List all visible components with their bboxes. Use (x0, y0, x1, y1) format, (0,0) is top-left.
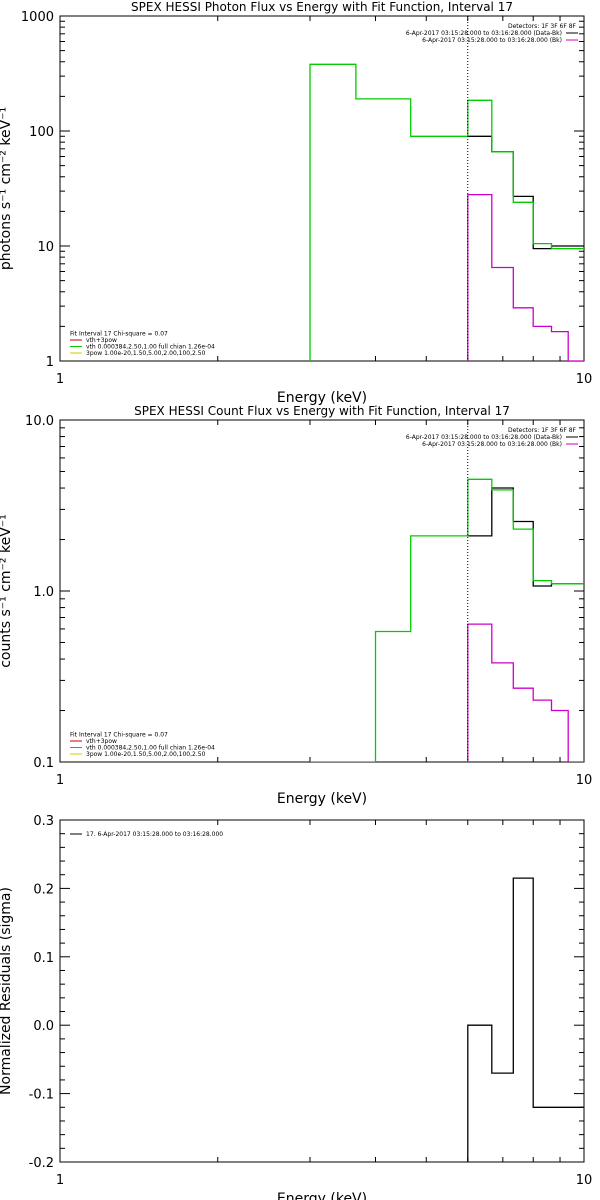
legend-header: Detectors: 1F 3F 6F 8F (508, 23, 577, 30)
plot-area (467, 877, 584, 1162)
chart-panel-3: 1 10 -0.2 -0.1 0.0 0.1 0.2 0.3 Energy (keV) Norma… (0, 814, 592, 1200)
x-tick-label: 1 (56, 1173, 64, 1188)
x-tick-label: 1 (56, 773, 64, 788)
y-axis-label: photons s⁻¹ cm⁻² keV⁻¹ (0, 107, 14, 270)
plot-frame (59, 419, 585, 763)
series-line-1 (467, 135, 584, 250)
y-tick-label: 0.0 (33, 1019, 54, 1034)
fit-legend-label: vth+3pow (86, 337, 117, 344)
y-tick-label: 100 (29, 125, 54, 140)
legend-header: Detectors: 1F 3F 6F 8F (508, 427, 577, 434)
y-tick-label: 1.0 (33, 585, 54, 600)
series-line-2 (467, 623, 584, 762)
series-line-2 (467, 193, 584, 361)
series-line-1 (467, 877, 584, 1162)
fit-legend-header: Fit Interval 17 Chi-square = 0.07 (70, 331, 168, 338)
series-line-1 (467, 487, 584, 587)
y-tick-label: -0.2 (29, 1156, 54, 1171)
fit-legend-label: 17. 6-Apr-2017 03:15:28.000 to 03:16:28.… (86, 831, 223, 838)
y-tick-label: 10 (37, 240, 54, 255)
y-tick-label: 0.1 (33, 951, 54, 966)
plot-frame (59, 819, 585, 1163)
x-axis-label: Energy (keV) (277, 1191, 367, 1200)
y-tick-label: 10.0 (25, 414, 54, 429)
legend-entry-label: 6-Apr-2017 03:15:28.000 to 03:16:28.000 … (406, 30, 562, 37)
series-line-3 (310, 478, 584, 762)
legend-entry-label: 6-Apr-2017 03:15:28.000 to 03:16:28.000 … (422, 441, 562, 448)
y-tick-label: 1000 (21, 10, 54, 25)
chart-title: SPEX HESSI Count Flux vs Energy with Fit… (134, 404, 510, 418)
fit-legend-label: vth 0.000384,2.50,1.00 full chian 1.26e-… (86, 344, 215, 351)
fit-legend-label: 3pow 1.00e-20,1.50,5.00,2.00,100,2.50 (86, 350, 206, 357)
fit-legend-label: vth 0.000384,2.50,1.00 full chian 1.26e-… (86, 745, 215, 752)
x-tick-label: 10 (576, 1173, 593, 1188)
chart-panel-1: SPEX HESSI Photon Flux vs Energy with Fi… (0, 0, 592, 406)
chart-panel-2: SPEX HESSI Count Flux vs Energy with Fit… (0, 404, 592, 807)
chart-title: SPEX HESSI Photon Flux vs Energy with Fi… (131, 0, 513, 14)
legend-entry-label: 6-Apr-2017 03:15:28.000 to 03:16:28.000 … (422, 37, 562, 44)
legend-entry-label: 6-Apr-2017 03:15:28.000 to 03:16:28.000 … (406, 434, 562, 441)
fit-legend-label: vth+3pow (86, 738, 117, 745)
plot-area (310, 420, 584, 762)
plot-area (309, 16, 584, 361)
x-tick-label: 1 (56, 372, 64, 387)
series-line-3 (309, 63, 584, 361)
x-tick-label: 10 (576, 372, 593, 387)
fit-legend-header: Fit Interval 17 Chi-square = 0.07 (70, 732, 168, 739)
y-tick-label: 0.3 (33, 814, 54, 829)
x-axis-label: Energy (keV) (277, 791, 367, 807)
y-axis-label: Normalized Residuals (sigma) (0, 887, 14, 1095)
x-tick-label: 10 (576, 773, 593, 788)
y-tick-label: 0.2 (33, 882, 54, 897)
y-tick-label: 0.1 (33, 756, 54, 771)
plot-frame (59, 15, 585, 362)
y-tick-label: 1 (46, 355, 54, 370)
x-axis-label: Energy (keV) (277, 390, 367, 406)
fit-legend-label: 3pow 1.00e-20,1.50,5.00,2.00,100,2.50 (86, 751, 206, 758)
y-tick-label: -0.1 (29, 1088, 54, 1103)
y-axis-label: counts s⁻¹ cm⁻² keV⁻¹ (0, 514, 14, 668)
